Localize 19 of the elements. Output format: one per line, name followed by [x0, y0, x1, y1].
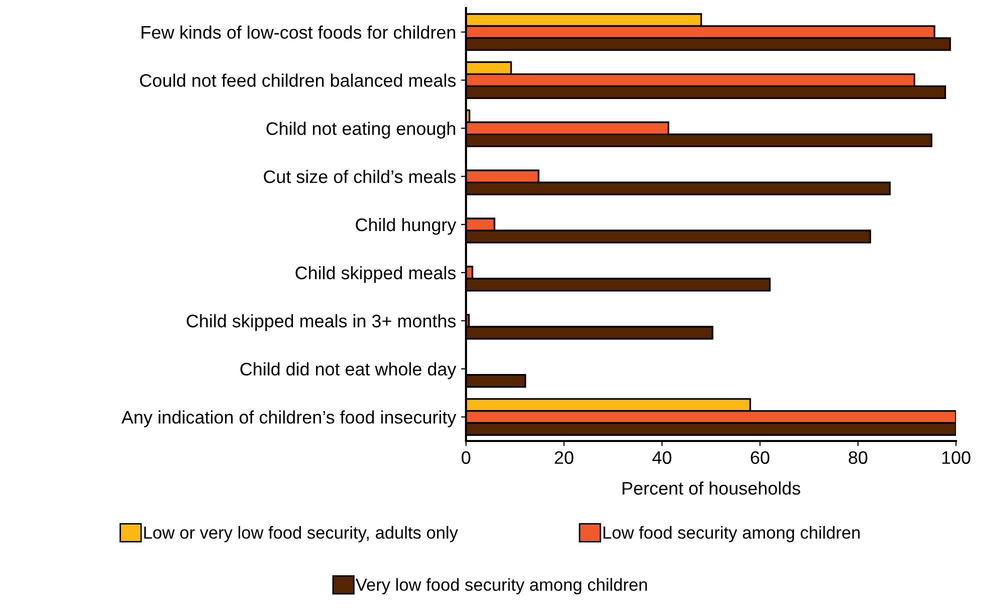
x-tick-label: 20 — [554, 451, 574, 464]
legend-label: Low food security among children — [604, 526, 860, 542]
y-tick-label: Child hungry — [356, 218, 456, 235]
x-tick-label: 0 — [462, 451, 470, 464]
x-tick-label: 40 — [652, 451, 672, 464]
y-tick-label: Few kinds of low-cost foods for children — [142, 26, 456, 39]
legend-label: Very low food security among children — [356, 578, 647, 594]
y-tick-label: Child skipped meals — [296, 266, 456, 283]
x-tick-label: 80 — [848, 451, 868, 464]
x-axis-title: Percent of households — [622, 481, 800, 495]
legend-label: Low or very low food security, adults only — [144, 526, 458, 542]
y-tick-label: Any indication of children’s food insecurity — [121, 410, 456, 428]
y-tick-label: Child not eating enough — [266, 122, 456, 139]
y-tick-label: Cut size of child’s meals — [264, 170, 456, 184]
y-tick-label: Child did not eat whole day — [240, 362, 456, 380]
x-tick-label: 60 — [750, 451, 770, 464]
y-tick-label: Child skipped meals in 3+ months — [186, 314, 456, 332]
y-tick-label: Could not feed children balanced meals — [140, 74, 456, 87]
x-tick-label: 100 — [942, 451, 970, 464]
